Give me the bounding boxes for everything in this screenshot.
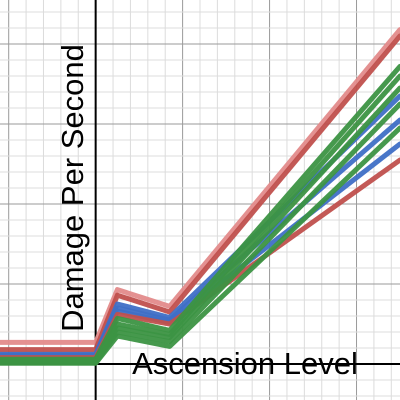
y-axis-label: Damage Per Second [55, 44, 90, 332]
series-line-1 [0, 27, 400, 345]
x-axis-label: Ascension Level [132, 346, 358, 381]
series-layer [0, 27, 400, 366]
series-line-11 [0, 125, 400, 366]
series-line-2 [0, 33, 400, 353]
